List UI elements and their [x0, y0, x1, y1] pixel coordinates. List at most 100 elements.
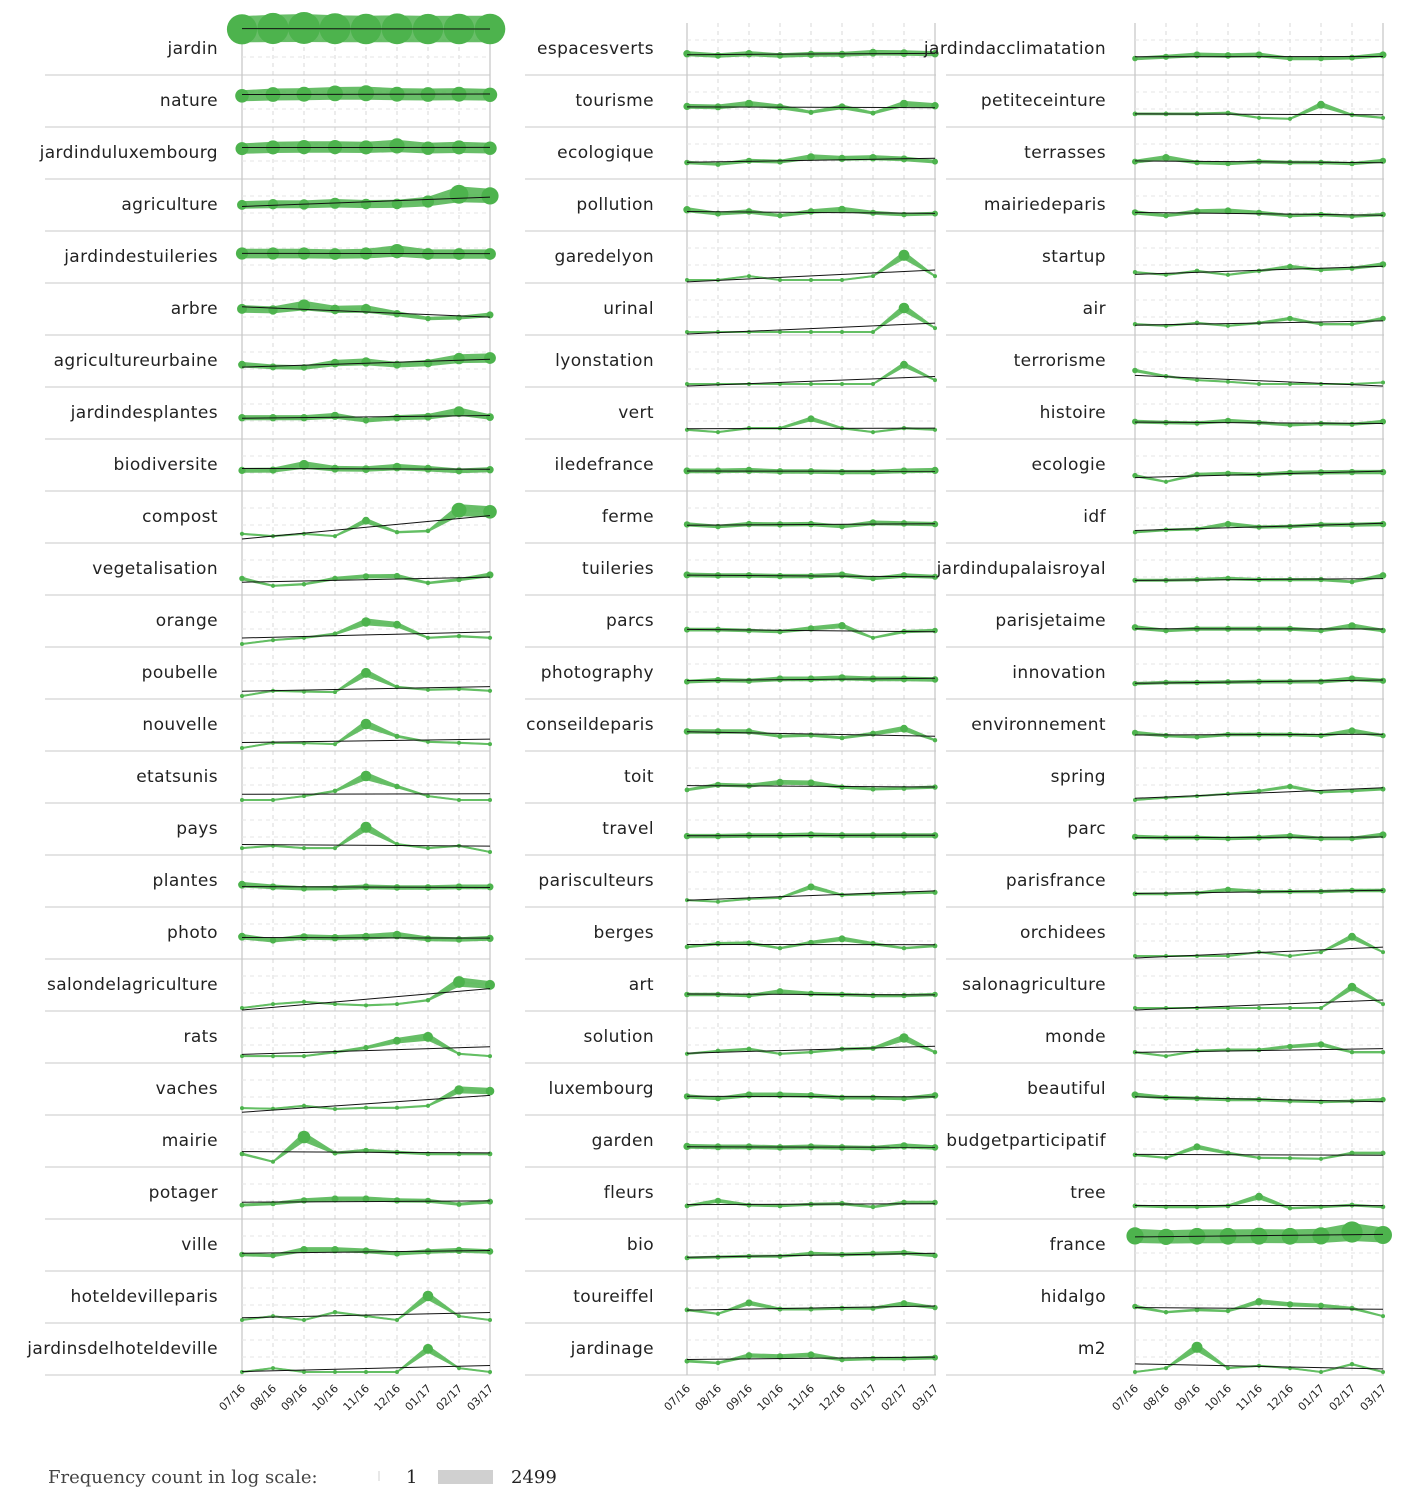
data-point — [1318, 576, 1324, 583]
data-point — [333, 1370, 337, 1374]
data-point — [389, 138, 405, 154]
series-hoteldevilleparis — [240, 1290, 492, 1322]
data-point — [484, 352, 496, 364]
data-point — [1225, 272, 1231, 277]
data-point — [1257, 1006, 1261, 1010]
data-point — [362, 1247, 370, 1255]
term-label-spring: spring — [1051, 767, 1106, 787]
data-point — [300, 885, 308, 892]
legend-max-swatch — [438, 1470, 493, 1484]
data-point — [453, 406, 465, 417]
series-photography — [684, 674, 939, 685]
data-point — [240, 642, 244, 646]
trend-line — [686, 52, 936, 56]
series-ribbon — [687, 623, 935, 639]
data-point — [807, 883, 815, 891]
trend-line — [686, 993, 936, 996]
data-point — [362, 1195, 370, 1203]
term-label-jardinage: jardinage — [570, 1339, 654, 1359]
trend-line — [1134, 999, 1384, 1011]
data-point — [1255, 209, 1263, 216]
data-point — [1225, 323, 1231, 328]
data-point — [239, 575, 245, 582]
month-tick-label: 02/17 — [879, 1382, 911, 1414]
data-point — [302, 1370, 306, 1374]
legend-title: Frequency count in log scale: — [48, 1467, 318, 1488]
data-point — [333, 1107, 337, 1111]
data-point — [1380, 786, 1386, 792]
data-point — [838, 571, 846, 579]
term-label-hoteldevilleparis: hoteldevilleparis — [70, 1287, 218, 1307]
data-point — [1349, 835, 1355, 842]
series-arbre — [237, 299, 494, 322]
term-label-jardindacclimatation: jardindacclimatation — [923, 39, 1106, 59]
series-berges — [684, 935, 938, 951]
term-label-jardindupalaisroyal: jardindupalaisroyal — [936, 559, 1106, 579]
data-point — [455, 936, 463, 943]
series-vegetalisation — [239, 571, 494, 588]
data-point — [333, 534, 337, 539]
data-point — [1287, 1206, 1293, 1211]
month-tick-label: 02/17 — [434, 1382, 466, 1414]
series-rats — [240, 1031, 492, 1059]
data-point — [1164, 1054, 1168, 1059]
trend-line — [1134, 470, 1384, 479]
month-tick-label: 11/16 — [786, 1382, 818, 1414]
data-point — [1380, 1096, 1386, 1103]
data-point — [1287, 1043, 1293, 1050]
term-label-startup: startup — [1042, 247, 1106, 267]
data-point — [1226, 1006, 1230, 1010]
data-point — [931, 466, 939, 474]
term-label-parisculteurs: parisculteurs — [538, 871, 654, 891]
trend-line — [686, 1203, 936, 1206]
data-point — [871, 330, 875, 334]
data-point — [898, 249, 910, 261]
data-point — [329, 248, 341, 260]
data-point — [870, 1355, 876, 1362]
data-point — [716, 430, 720, 435]
data-point — [1163, 479, 1169, 484]
data-point — [901, 890, 907, 896]
data-point — [714, 52, 722, 59]
month-tick-label: 11/16 — [1234, 1382, 1266, 1414]
data-point — [1288, 1006, 1292, 1010]
data-point — [933, 274, 937, 279]
term-label-parcs: parcs — [606, 611, 654, 631]
data-point — [777, 212, 783, 219]
data-point — [483, 141, 497, 155]
trend-line — [1134, 1363, 1384, 1370]
data-point — [901, 1199, 907, 1206]
data-point — [333, 846, 337, 851]
data-point — [714, 1197, 722, 1204]
term-label-rats: rats — [183, 1027, 218, 1047]
data-point — [487, 688, 493, 693]
data-point — [1287, 1156, 1293, 1161]
data-point — [900, 724, 908, 733]
data-point — [302, 794, 306, 799]
data-point — [1287, 263, 1293, 270]
data-point — [809, 330, 813, 334]
data-point — [240, 694, 244, 698]
trend-line — [686, 427, 936, 430]
trend-line — [686, 523, 936, 526]
data-point — [1224, 52, 1232, 59]
term-label-arbre: arbre — [171, 299, 218, 319]
data-point — [839, 1305, 845, 1311]
data-point — [1132, 530, 1138, 535]
data-point — [1319, 1006, 1323, 1010]
data-point — [899, 1033, 909, 1043]
data-point — [1318, 732, 1324, 739]
series-travel — [683, 831, 939, 840]
data-point — [1191, 1341, 1203, 1353]
data-point — [1255, 1192, 1263, 1201]
data-point — [1318, 1156, 1324, 1161]
data-point — [360, 198, 372, 210]
month-tick-label: 12/16 — [1265, 1382, 1297, 1414]
data-point — [487, 1198, 493, 1205]
data-point — [333, 690, 337, 695]
term-label-luxembourg: luxembourg — [548, 1079, 654, 1099]
data-point — [715, 940, 721, 947]
data-point — [457, 798, 461, 802]
data-point — [331, 1246, 339, 1254]
